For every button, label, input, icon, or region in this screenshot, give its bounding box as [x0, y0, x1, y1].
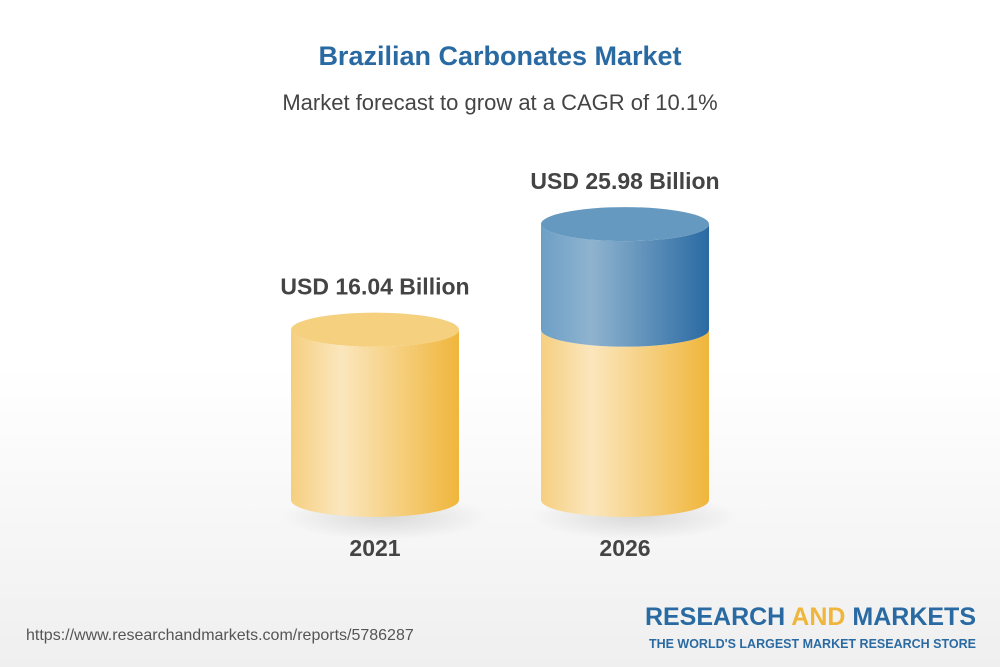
bar-2021 [291, 329, 459, 517]
bar-top-2026 [541, 207, 709, 242]
data-label: USD 16.04 Billion [280, 274, 469, 300]
bar-growth-2026 [541, 224, 709, 347]
chart-subtitle: Market forecast to grow at a CAGR of 10.… [282, 90, 718, 115]
logo-tagline: THE WORLD'S LARGEST MARKET RESEARCH STOR… [648, 637, 976, 651]
bar-base-2026 [541, 329, 709, 517]
data-label: USD 25.98 Billion [530, 168, 719, 194]
category-label: 2026 [599, 535, 650, 561]
source-url[interactable]: https://www.researchandmarkets.com/repor… [26, 627, 414, 644]
category-label: 2021 [349, 535, 400, 561]
logo-word: MARKETS [852, 603, 976, 631]
logo: RESEARCH AND MARKETS [645, 603, 976, 631]
logo-word: RESEARCH [644, 603, 786, 631]
logo-word: AND [791, 603, 846, 631]
bar-top-2021 [291, 312, 459, 347]
chart-title: Brazilian Carbonates Market [318, 41, 682, 71]
